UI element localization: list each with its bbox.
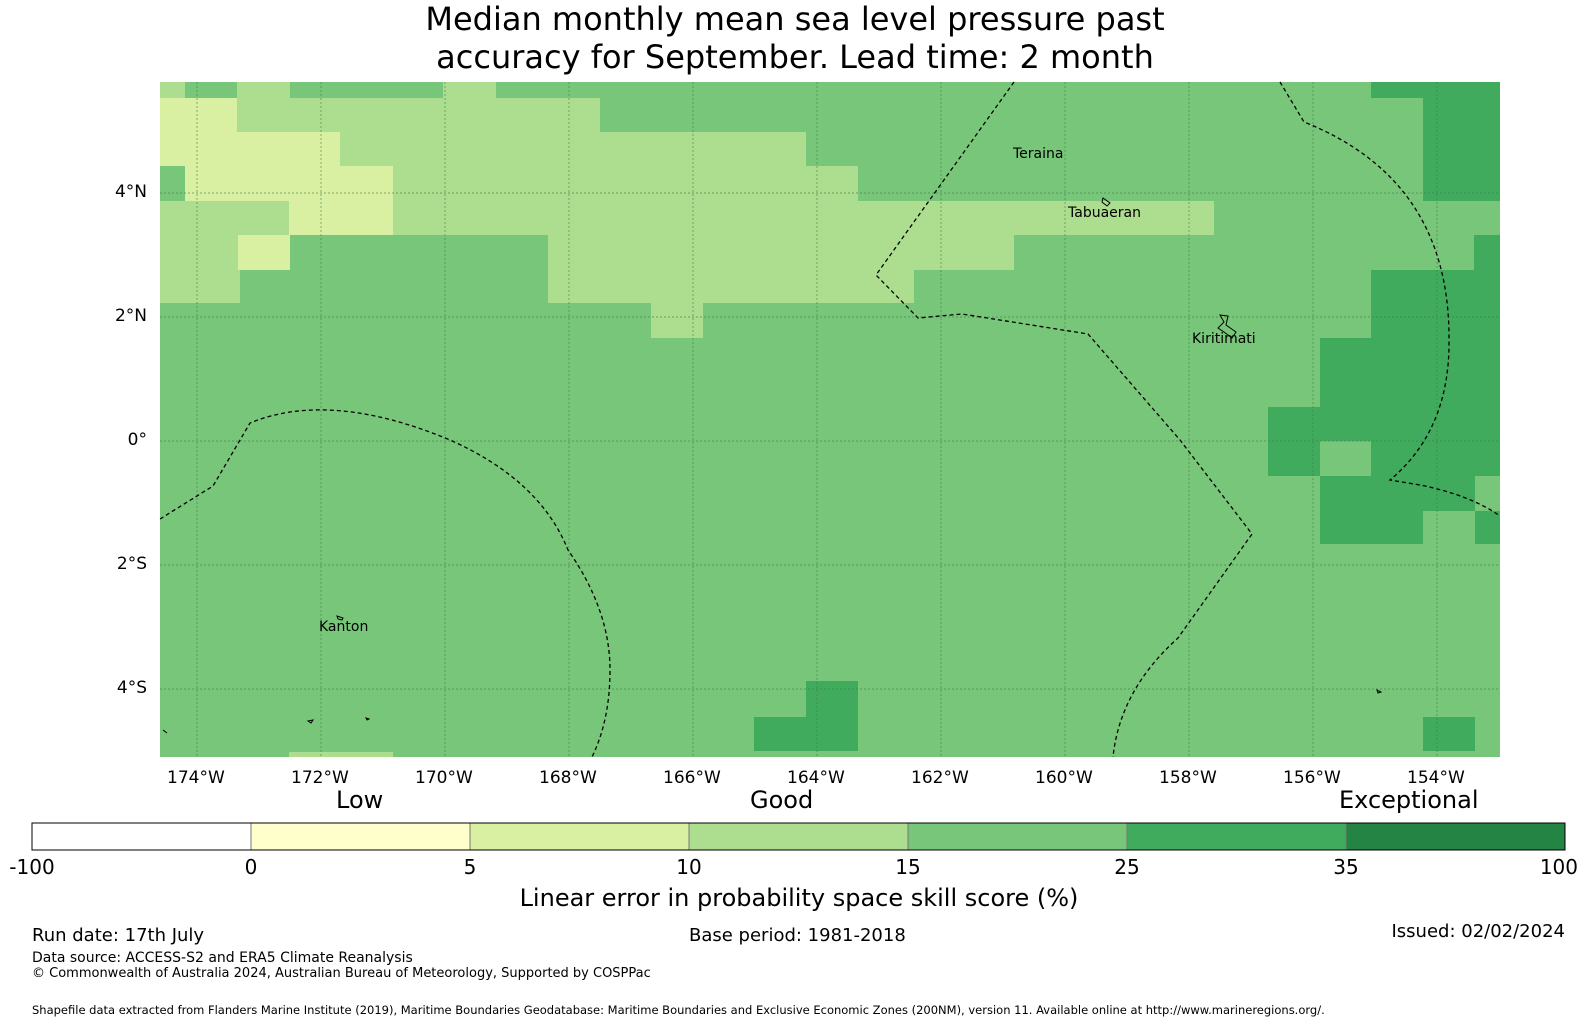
lon-label-162w: 162°W xyxy=(911,768,969,788)
skill-cell xyxy=(1423,717,1475,751)
colorbar-dividers xyxy=(250,823,1347,850)
skill-cell xyxy=(914,270,1014,303)
colorbar xyxy=(31,822,1566,851)
skill-cell xyxy=(237,98,600,132)
skill-cell xyxy=(289,166,393,235)
skill-grid xyxy=(160,82,1500,757)
colorbar-segment-soft-green xyxy=(689,823,908,850)
colorbar-label: Linear error in probability space skill … xyxy=(519,884,1079,912)
colorbar-tick-10: 10 xyxy=(676,855,702,879)
islet-outline xyxy=(1376,689,1383,694)
lon-label-156w: 156°W xyxy=(1283,768,1341,788)
colorbar-segment-mid-green xyxy=(1127,823,1346,850)
skill-cell xyxy=(289,752,393,757)
skill-cell xyxy=(1423,98,1500,201)
skill-cell xyxy=(392,166,858,201)
colorbar-segment-pale-yellow xyxy=(251,823,470,850)
lon-label-168w: 168°W xyxy=(539,768,597,788)
eez-boundaries xyxy=(159,81,1501,758)
skill-cell xyxy=(1474,235,1500,270)
islands xyxy=(162,197,1383,734)
lon-label-154w: 154°W xyxy=(1407,768,1465,788)
skill-cell xyxy=(160,235,240,303)
colorbar-segment-green xyxy=(908,823,1127,850)
islet-outline xyxy=(365,717,371,721)
category-label-good: Good xyxy=(750,786,814,814)
place-label-teraina: Teraina xyxy=(1013,146,1064,162)
category-label-exceptional: Exceptional xyxy=(1339,786,1479,814)
lon-label-158w: 158°W xyxy=(1159,768,1217,788)
lat-label-2n: 2°N xyxy=(114,306,147,326)
shapefile-credit: Shapefile data extracted from Flanders M… xyxy=(32,1003,1325,1017)
place-label-kanton: Kanton xyxy=(319,619,369,635)
skill-cell xyxy=(238,235,290,270)
skill-cell xyxy=(160,166,185,201)
skill-cell xyxy=(340,132,806,166)
skill-cell xyxy=(1320,338,1500,407)
copyright: © Commonwealth of Australia 2024, Austra… xyxy=(32,966,651,981)
colorbar-tick-0: 0 xyxy=(244,855,258,879)
skill-cell xyxy=(290,235,548,303)
lon-label-170w: 170°W xyxy=(415,768,473,788)
islet-outline xyxy=(162,729,168,734)
issued-date: Issued: 02/02/2024 xyxy=(1391,921,1565,942)
skill-cells-25-35 xyxy=(754,82,1500,751)
skill-cell xyxy=(858,201,1014,235)
skill-cell xyxy=(237,82,290,98)
eez-boundary-kanton xyxy=(159,409,611,758)
skill-cell xyxy=(651,303,703,338)
skill-cells-5-10 xyxy=(160,98,393,270)
lat-label-2s: 2°S xyxy=(116,554,147,574)
eez-boundary-line-islands xyxy=(875,81,1253,758)
place-label-kiritimati: Kiritimati xyxy=(1192,331,1256,347)
place-label-tabuaeran: Tabuaeran xyxy=(1068,205,1141,221)
base-period: Base period: 1981-2018 xyxy=(689,925,906,946)
colorbar-frame xyxy=(31,822,1566,851)
skill-cell xyxy=(1268,407,1500,441)
eez-boundary-east xyxy=(1279,81,1501,517)
skill-cell xyxy=(914,235,1014,270)
skill-cell xyxy=(1371,270,1500,338)
colorbar-segment-dark-green xyxy=(1346,823,1565,850)
colorbar-tick-5: 5 xyxy=(463,855,477,879)
kiritimati-island-outline xyxy=(1217,314,1237,339)
colorbar-segment-light-green xyxy=(470,823,689,850)
skill-cell xyxy=(1268,441,1320,476)
lon-label-174w: 174°W xyxy=(167,768,225,788)
skill-cell xyxy=(1320,476,1423,544)
colorbar-segment-white xyxy=(32,823,251,850)
lat-label-0: 0° xyxy=(127,430,147,450)
colorbar-tick-100: 100 xyxy=(1539,855,1578,879)
lon-label-164w: 164°W xyxy=(787,768,845,788)
tabuaeran-island-outline xyxy=(1101,197,1111,207)
lon-label-166w: 166°W xyxy=(663,768,721,788)
colorbar-tick-25: 25 xyxy=(1114,855,1140,879)
title-line-2: accuracy for September. Lead time: 2 mon… xyxy=(436,38,1154,76)
run-date: Run date: 17th July xyxy=(32,925,205,946)
category-label-low: Low xyxy=(336,786,384,814)
skill-cell xyxy=(1423,476,1475,511)
skill-cell xyxy=(1475,511,1500,544)
skill-cell xyxy=(1371,441,1500,476)
data-source: Data source: ACCESS-S2 and ERA5 Climate … xyxy=(32,950,413,966)
title-line-1: Median monthly mean sea level pressure p… xyxy=(425,0,1165,38)
colorbar-tick-35: 35 xyxy=(1333,855,1359,879)
colorbar-tick-minus100: -100 xyxy=(9,855,55,879)
lon-label-160w: 160°W xyxy=(1035,768,1093,788)
lat-label-4s: 4°S xyxy=(116,678,147,698)
map-title: Median monthly mean sea level pressure p… xyxy=(0,0,1590,76)
islet-outline xyxy=(306,719,315,724)
colorbar-tick-15: 15 xyxy=(895,855,921,879)
skill-cell xyxy=(806,681,858,717)
skill-cell xyxy=(443,82,496,98)
kanton-island-outline xyxy=(336,615,344,621)
lon-label-172w: 172°W xyxy=(291,768,349,788)
skill-cell xyxy=(754,717,858,751)
skill-cell xyxy=(548,235,914,303)
lat-label-4n: 4°N xyxy=(114,182,147,202)
skill-cell xyxy=(1371,82,1500,98)
graticule xyxy=(160,82,1500,757)
skill-cells-15-25 xyxy=(160,166,1014,303)
